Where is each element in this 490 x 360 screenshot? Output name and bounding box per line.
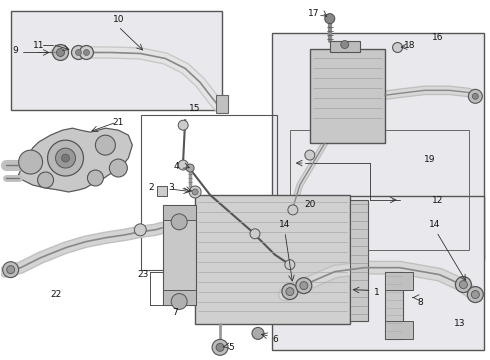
- Circle shape: [62, 154, 70, 162]
- Bar: [141, 115, 277, 270]
- Circle shape: [252, 328, 264, 339]
- Bar: [272, 196, 484, 350]
- Text: 22: 22: [50, 289, 61, 298]
- Text: 16: 16: [432, 32, 443, 41]
- Bar: [195, 195, 350, 324]
- Circle shape: [212, 339, 228, 355]
- Bar: [216, 95, 228, 113]
- Circle shape: [134, 224, 147, 236]
- Text: 11: 11: [33, 41, 44, 50]
- Text: 15: 15: [190, 104, 201, 113]
- Bar: [272, 32, 484, 260]
- Text: 19: 19: [424, 155, 435, 164]
- Polygon shape: [19, 128, 132, 192]
- Circle shape: [186, 164, 194, 172]
- Text: 7: 7: [172, 307, 178, 316]
- Text: 13: 13: [454, 319, 466, 328]
- Text: 14: 14: [429, 220, 440, 229]
- Text: 6: 6: [272, 336, 278, 345]
- Text: 2: 2: [148, 183, 154, 192]
- Circle shape: [325, 14, 335, 24]
- Text: 8: 8: [417, 298, 423, 307]
- Bar: [350, 200, 368, 321]
- Circle shape: [96, 135, 115, 155]
- Circle shape: [471, 291, 479, 298]
- Circle shape: [455, 276, 471, 293]
- Bar: [11, 11, 222, 110]
- Circle shape: [171, 214, 187, 230]
- Circle shape: [250, 229, 260, 239]
- Bar: [385, 321, 413, 339]
- Bar: [290, 130, 469, 250]
- Circle shape: [48, 140, 83, 176]
- Circle shape: [56, 49, 65, 57]
- Circle shape: [189, 186, 201, 198]
- Text: 4: 4: [173, 162, 179, 171]
- Text: 20: 20: [305, 200, 316, 209]
- Bar: [330, 41, 360, 53]
- Circle shape: [296, 278, 312, 293]
- Circle shape: [300, 282, 308, 289]
- Circle shape: [286, 288, 294, 296]
- Text: 21: 21: [112, 118, 124, 127]
- Circle shape: [79, 45, 94, 59]
- Text: 10: 10: [113, 15, 124, 24]
- Text: 17: 17: [308, 9, 319, 18]
- Bar: [310, 49, 385, 143]
- Text: 5: 5: [228, 343, 234, 352]
- Circle shape: [87, 170, 103, 186]
- Circle shape: [192, 189, 198, 195]
- Circle shape: [282, 284, 298, 300]
- Circle shape: [178, 120, 188, 130]
- Text: 1: 1: [374, 288, 379, 297]
- Circle shape: [285, 260, 295, 270]
- Circle shape: [341, 41, 349, 49]
- Circle shape: [83, 50, 90, 55]
- Circle shape: [178, 160, 188, 170]
- Circle shape: [216, 343, 224, 351]
- Text: 12: 12: [432, 196, 443, 205]
- Circle shape: [467, 287, 483, 302]
- Circle shape: [52, 45, 69, 60]
- Circle shape: [19, 150, 43, 174]
- Circle shape: [2, 262, 19, 278]
- Circle shape: [392, 42, 403, 53]
- Circle shape: [468, 89, 482, 103]
- Bar: [163, 205, 196, 305]
- Bar: [157, 186, 167, 196]
- Circle shape: [55, 148, 75, 168]
- Bar: [163, 205, 196, 220]
- Bar: [385, 272, 413, 289]
- Text: 14: 14: [279, 220, 291, 229]
- Text: 3: 3: [168, 183, 174, 192]
- Circle shape: [460, 280, 467, 289]
- Circle shape: [75, 50, 81, 55]
- Circle shape: [7, 266, 15, 274]
- Text: 18: 18: [404, 41, 415, 50]
- Circle shape: [472, 93, 478, 99]
- Bar: [163, 289, 196, 305]
- Circle shape: [305, 150, 315, 160]
- Text: 9: 9: [13, 45, 19, 54]
- Bar: [385, 272, 403, 339]
- Circle shape: [109, 159, 127, 177]
- Text: 23: 23: [137, 270, 148, 279]
- Circle shape: [288, 205, 298, 215]
- Circle shape: [171, 293, 187, 310]
- Circle shape: [38, 172, 53, 188]
- Circle shape: [72, 45, 85, 59]
